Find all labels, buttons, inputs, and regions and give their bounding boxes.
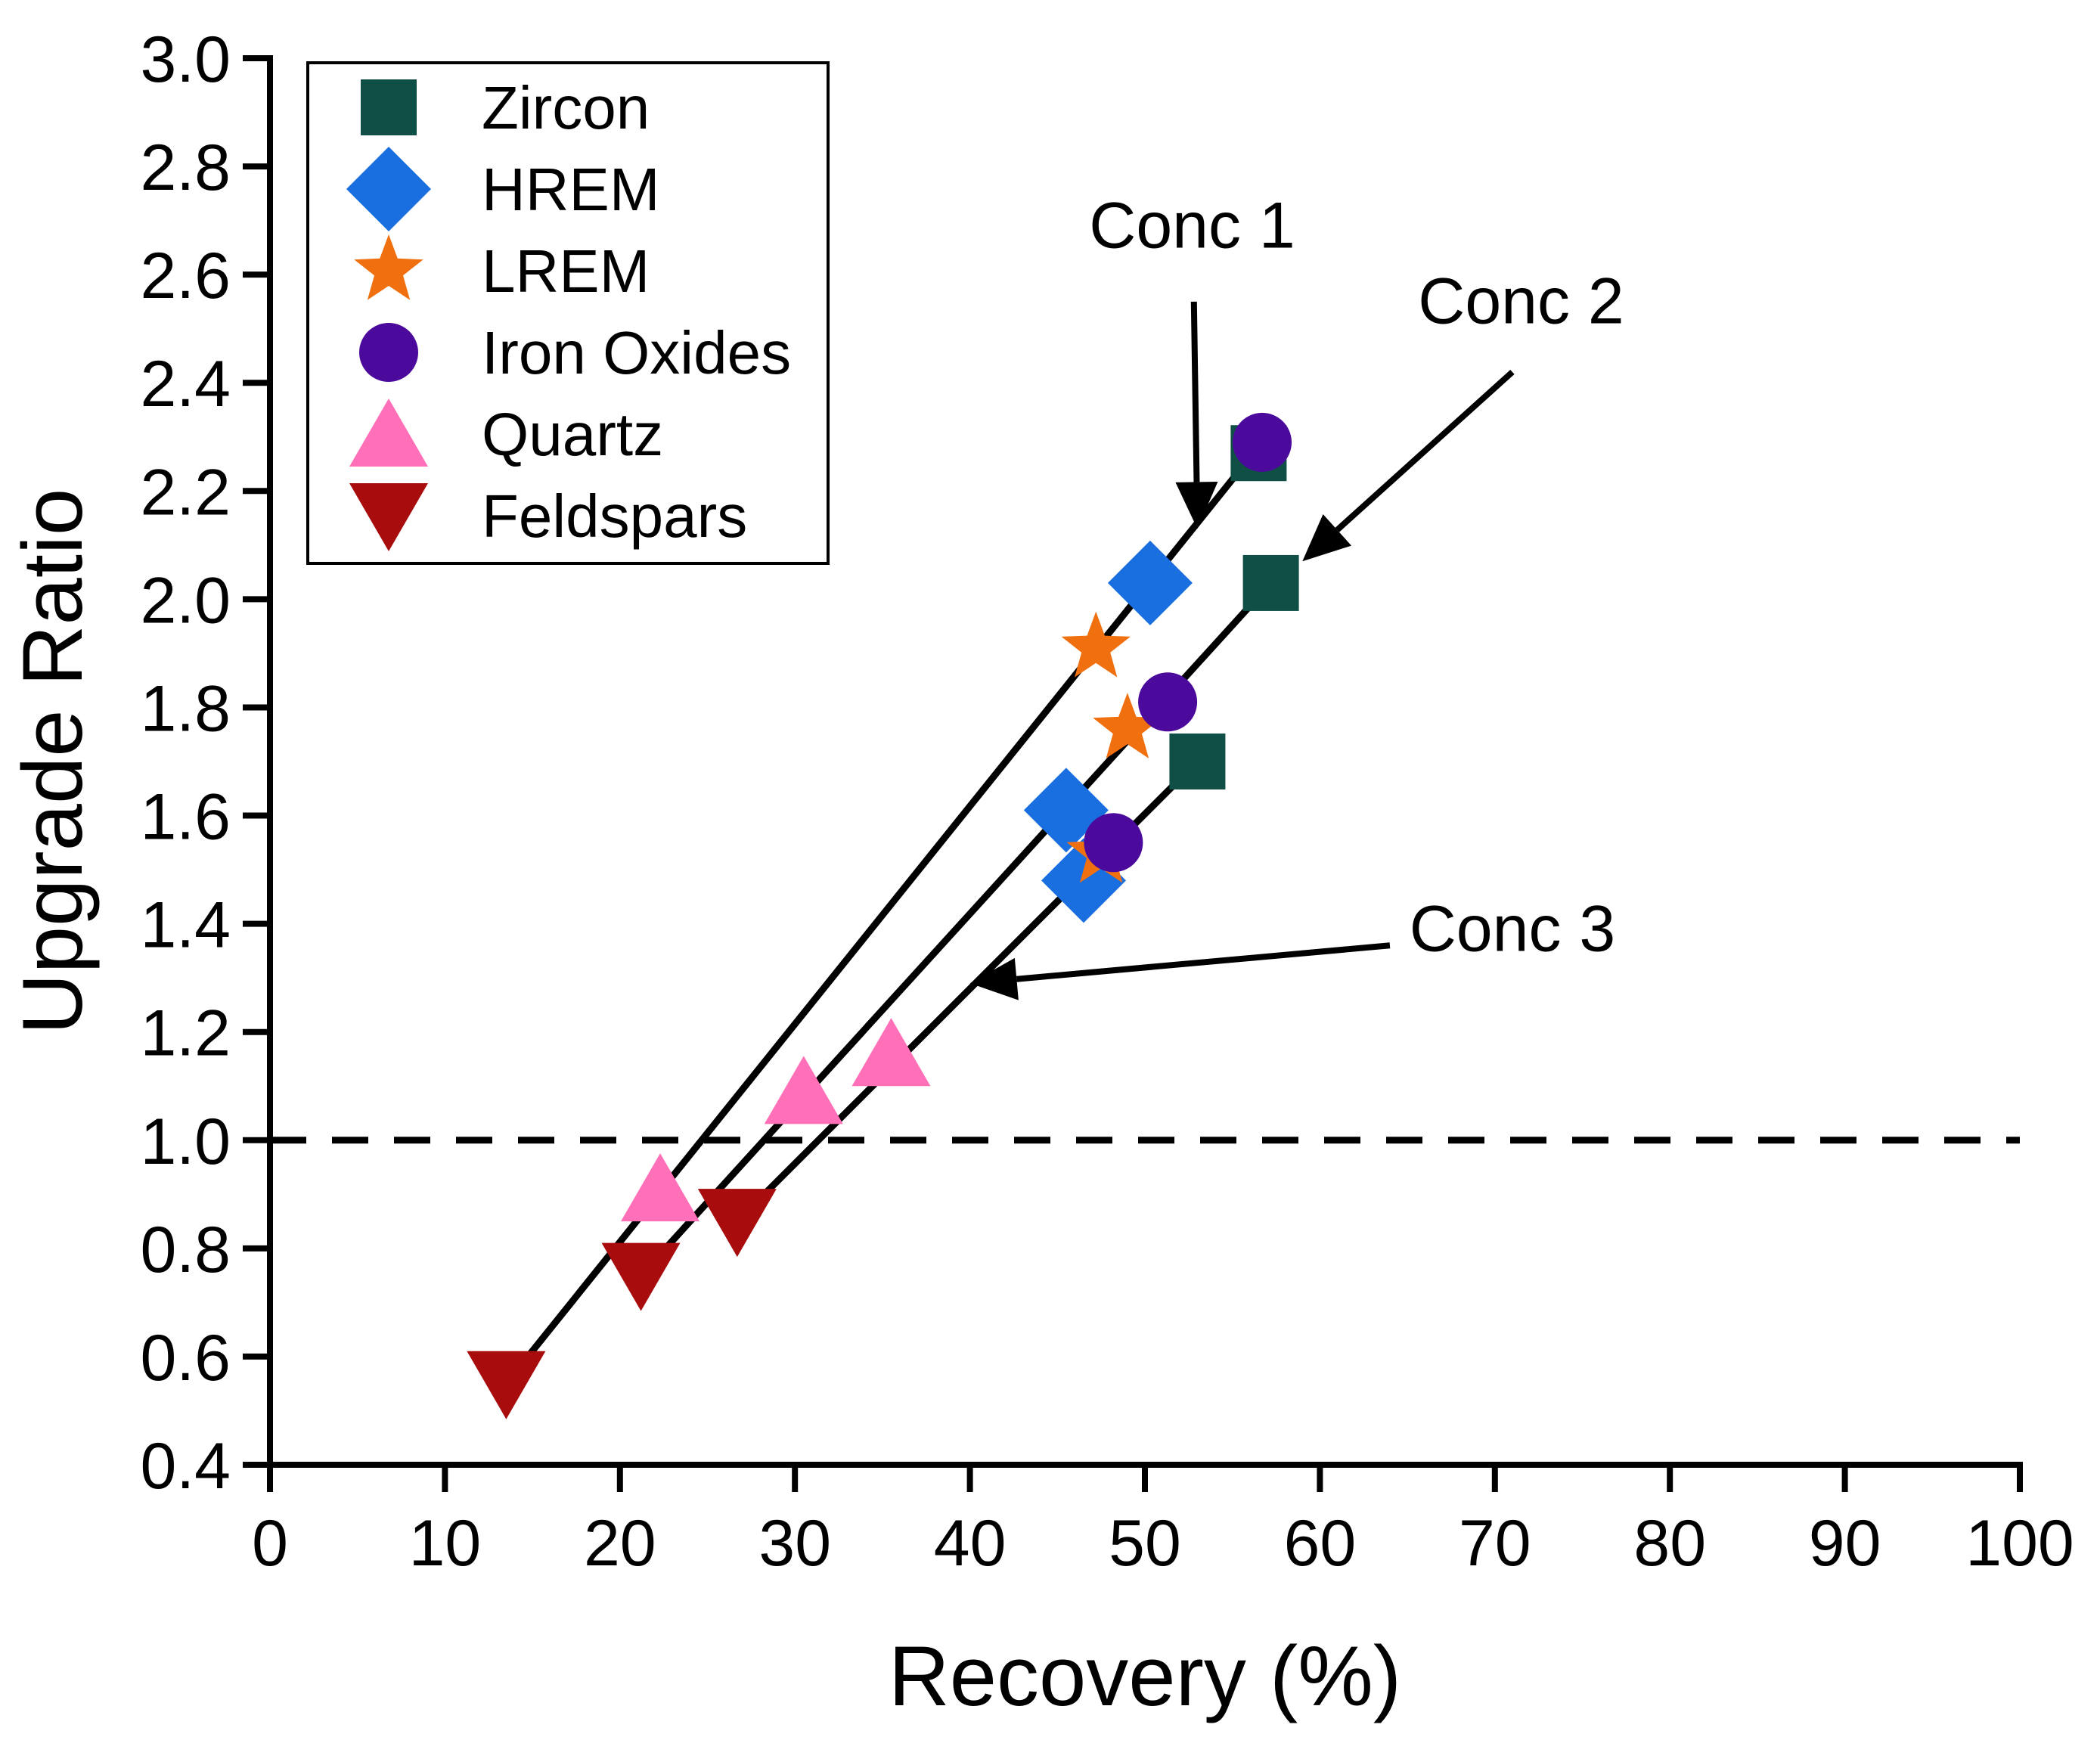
- y-tick-label: 0.6: [140, 1322, 231, 1394]
- x-tick-label: 60: [1284, 1507, 1357, 1580]
- annotations-layer: Conc 1 Conc 2 Conc 3: [969, 189, 1624, 1000]
- x-tick-label: 10: [409, 1507, 482, 1580]
- legend-marker-feldspars: [349, 483, 428, 551]
- y-tick-label: 0.8: [140, 1214, 231, 1286]
- y-tick-label: 2.8: [140, 132, 231, 204]
- x-tick-label: 20: [584, 1507, 656, 1580]
- y-tick-label: 1.2: [140, 997, 231, 1070]
- x-tick-label: 30: [758, 1507, 831, 1580]
- y-tick-label: 1.6: [140, 781, 231, 854]
- data-point-quartz-3: [851, 1018, 931, 1087]
- data-point-quartz-2: [764, 1056, 843, 1124]
- annotation-conc-1: Conc 1: [1089, 189, 1295, 262]
- y-tick-label: 3.0: [140, 23, 231, 96]
- legend-marker-quartz: [349, 399, 428, 467]
- x-axis-title: Recovery (%): [889, 1629, 1401, 1723]
- y-tick-label: 1.8: [140, 672, 231, 745]
- x-tick-label: 50: [1109, 1507, 1181, 1580]
- x-tick-label: 0: [252, 1507, 288, 1580]
- legend-label-lrem: LREM: [482, 237, 650, 305]
- x-tick-label: 90: [1809, 1507, 1881, 1580]
- y-tick-label: 2.6: [140, 240, 231, 312]
- data-point-iron-oxides-1: [1233, 412, 1292, 472]
- legend-label-hrem: HREM: [482, 156, 660, 223]
- data-point-hrem-1: [1107, 540, 1193, 625]
- legend-marker-hrem: [346, 147, 431, 231]
- data-point-zircon-3: [1169, 734, 1226, 789]
- x-tick-label: 70: [1459, 1507, 1531, 1580]
- data-point-feldspars-2: [601, 1242, 681, 1311]
- annotation-arrow-3: [1016, 942, 1391, 982]
- data-point-feldspars-3: [697, 1189, 777, 1258]
- y-axis-title: Upgrade Ratio: [5, 489, 100, 1034]
- y-tick-label: 2.2: [140, 456, 231, 529]
- y-tick-label: 1.0: [140, 1106, 231, 1178]
- legend: Zircon HREM LREM Iron Oxides Quartz Feldspars: [306, 61, 830, 565]
- y-tick-label: 1.4: [140, 889, 231, 962]
- y-tick-label: 2.0: [140, 564, 231, 637]
- data-markers-layer: [467, 412, 1299, 1419]
- data-point-iron-oxides-2: [1138, 672, 1198, 732]
- data-point-lrem-2: [1093, 693, 1162, 758]
- annotation-arrowhead-2: [1302, 513, 1352, 562]
- annotation-arrow-2: [1335, 369, 1515, 532]
- x-tick-label: 40: [934, 1507, 1007, 1580]
- x-tick-label: 80: [1633, 1507, 1706, 1580]
- legend-marker-zircon: [361, 79, 417, 135]
- legend-label-feldspars: Feldspars: [482, 482, 747, 550]
- data-point-lrem-1: [1061, 611, 1131, 678]
- legend-box: [306, 61, 830, 565]
- annotation-arrowhead-1: [1175, 481, 1218, 529]
- annotation-arrowhead-3: [969, 957, 1019, 1000]
- data-point-feldspars-1: [467, 1351, 546, 1419]
- annotation-conc-3: Conc 3: [1410, 892, 1616, 965]
- legend-marker-lrem: [354, 234, 423, 300]
- data-point-quartz-1: [621, 1153, 700, 1222]
- y-tick-label: 0.4: [140, 1430, 231, 1503]
- data-point-zircon-2: [1242, 554, 1299, 611]
- annotation-conc-2: Conc 2: [1418, 265, 1624, 338]
- legend-marker-iron-oxides: [359, 323, 418, 382]
- axes: 0 10 20 30 40 50 60 70 80 90 100 0.4 0.6 0.8 1.0 1.2 1.4…: [140, 23, 2074, 1580]
- legend-label-iron-oxides: Iron Oxides: [482, 319, 791, 386]
- x-tick-label: 100: [1965, 1507, 2074, 1580]
- legend-label-zircon: Zircon: [482, 74, 650, 141]
- annotation-arrow-1: [1190, 301, 1200, 482]
- y-tick-label: 2.4: [140, 348, 231, 420]
- legend-label-quartz: Quartz: [482, 401, 663, 468]
- data-point-iron-oxides-3: [1084, 813, 1143, 873]
